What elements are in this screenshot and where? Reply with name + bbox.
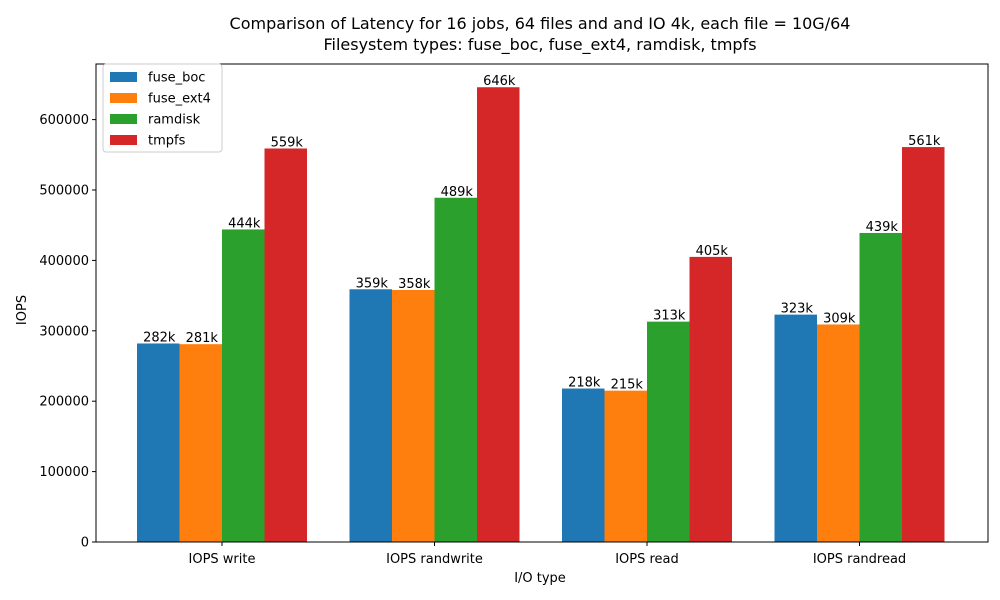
bar-ramdisk-3 [859,232,902,542]
data-label: 218k [568,376,601,391]
legend-label-fuse_boc: fuse_boc [148,71,205,86]
data-label: 309k [823,311,856,326]
data-label: 215k [611,378,644,393]
data-label: 646k [483,74,516,89]
bar-fuse_ext4-1 [392,289,435,542]
x-tick-label: IOPS randread [813,552,906,567]
y-tick-label: 600000 [39,113,89,128]
x-tick-label: IOPS write [189,552,256,567]
legend-label-ramdisk: ramdisk [148,113,201,128]
legend-swatch-fuse_boc [110,72,137,82]
y-tick-label: 200000 [39,395,89,410]
bar-tmpfs-3 [902,147,945,542]
data-label: 282k [143,330,176,345]
data-label: 439k [866,220,899,235]
bar-tmpfs-1 [477,87,520,542]
legend-box [102,63,223,153]
chart-subtitle: Filesystem types: fuse_boc, fuse_ext4, r… [323,35,756,55]
bar-fuse_boc-0 [137,343,180,542]
data-label: 444k [228,216,261,231]
bar-fuse_ext4-0 [179,344,222,542]
y-tick-label: 400000 [39,254,89,269]
bar-fuse_ext4-2 [604,390,647,542]
legend-label-tmpfs: tmpfs [148,134,186,149]
chart-title: Comparison of Latency for 16 jobs, 64 fi… [230,14,851,33]
bar-fuse_boc-2 [562,388,605,542]
plot-frame [95,63,989,543]
bar-fuse_boc-3 [774,314,817,542]
y-axis-label: IOPS [15,295,30,325]
bar-fuse_boc-1 [349,289,392,542]
bar-fuse_ext4-3 [817,324,860,542]
data-label: 313k [653,309,686,324]
y-tick-label: 300000 [39,324,89,339]
data-label: 323k [781,302,814,317]
data-label: 561k [908,134,941,149]
y-tick-label: 100000 [39,465,89,480]
bar-ramdisk-2 [647,321,690,542]
bar-ramdisk-1 [434,197,477,542]
legend-label-fuse_ext4: fuse_ext4 [148,92,211,107]
legend-swatch-tmpfs [110,135,137,145]
plot-area: 282k 359k 218k 323k 281k 358k 215k 309k 444k 489k… [39,63,989,567]
x-tick-label: IOPS randwrite [386,552,483,567]
data-label: 405k [696,244,729,259]
data-label: 359k [356,276,389,291]
data-label: 559k [271,135,304,150]
bar-ramdisk-0 [222,229,265,543]
x-tick-label: IOPS read [615,552,679,567]
legend-swatch-ramdisk [110,114,137,124]
data-label: 281k [186,331,219,346]
bar-tmpfs-2 [689,256,732,542]
bar-tmpfs-0 [264,148,307,542]
data-label: 358k [398,277,431,292]
data-label: 489k [441,185,474,200]
y-tick-label: 500000 [39,184,89,199]
x-axis-label: I/O type [514,571,566,586]
y-tick-label: 0 [81,536,89,551]
legend-swatch-fuse_ext4 [110,93,137,103]
